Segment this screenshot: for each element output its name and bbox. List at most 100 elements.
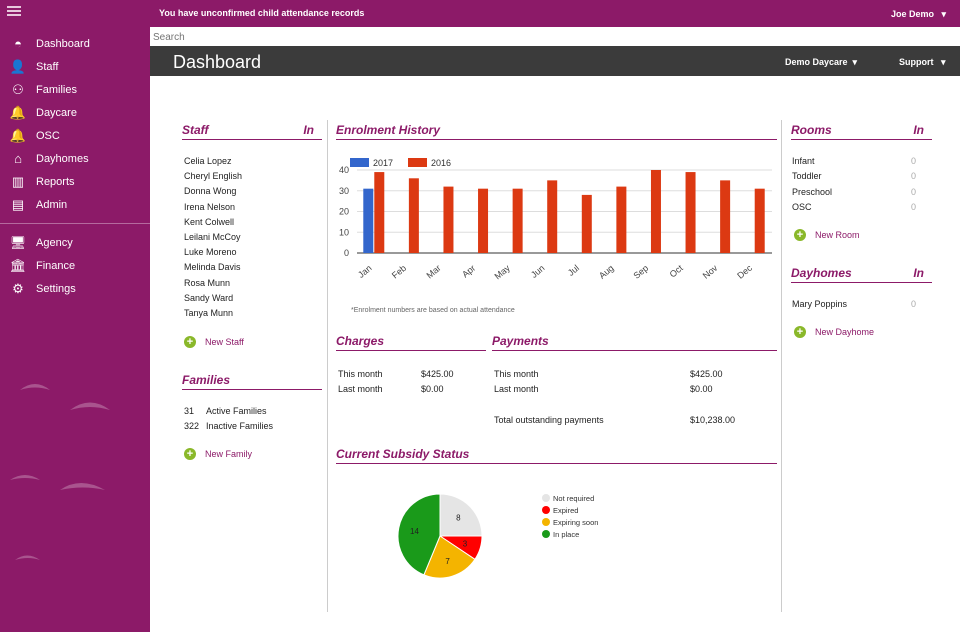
- bar-2017-Jan: [363, 188, 374, 253]
- bar-2016-Mar: [443, 186, 454, 253]
- sidebar-item-daycare[interactable]: 🔔 Daycare: [0, 101, 150, 124]
- x-tick-label: Jan: [356, 263, 374, 280]
- bar-2016-Feb: [408, 178, 419, 253]
- active-families-link[interactable]: Active Families: [206, 406, 267, 416]
- new-staff-button[interactable]: + New Staff: [184, 336, 244, 348]
- payments-heading: Payments: [492, 334, 777, 351]
- new-family-button[interactable]: + New Family: [184, 448, 252, 460]
- legend-label: Expiring soon: [553, 518, 598, 527]
- inactive-families-link[interactable]: Inactive Families: [206, 421, 274, 431]
- user-name: Joe Demo: [890, 9, 934, 19]
- gauge-icon: ◓: [14, 36, 22, 51]
- sidebar: ◓ Dashboard 👤 Staff ⚇ Families 🔔 Daycare 🔔 OSC ⌂ Da…: [0, 0, 150, 632]
- bar-2016-Dec: [754, 188, 765, 253]
- staff-member-link[interactable]: Celia Lopez: [184, 156, 232, 166]
- charges-this-month-label: This month: [338, 369, 383, 379]
- x-tick-label: Dec: [735, 263, 754, 281]
- y-tick-label: 30: [339, 186, 349, 196]
- room-link[interactable]: Toddler: [792, 171, 822, 182]
- y-tick-label: 40: [339, 165, 349, 175]
- support-dropdown[interactable]: Support ▾: [899, 57, 946, 67]
- sidebar-item-admin[interactable]: ▤ Admin: [0, 193, 150, 216]
- person-icon: 👤: [9, 58, 27, 74]
- legend-swatch: [542, 518, 550, 526]
- staff-member-link[interactable]: Kent Colwell: [184, 216, 235, 227]
- pie-value-label: 8: [456, 514, 461, 523]
- sidebar-item-agency[interactable]: 🖥 Agency: [0, 231, 150, 254]
- search-input[interactable]: [150, 28, 960, 46]
- admin-icon: ▤: [11, 196, 25, 212]
- sidebar-item-families[interactable]: ⚇ Families: [0, 78, 150, 101]
- staff-heading: Staff In: [182, 123, 322, 140]
- families-title: Families: [182, 373, 231, 387]
- legend-label: Expired: [553, 506, 578, 515]
- dayhomes-heading: Dayhomes In: [791, 266, 932, 283]
- enrolment-title: Enrolment History: [336, 123, 441, 137]
- staff-member-link[interactable]: Sandy Ward: [184, 292, 234, 303]
- charges-title: Charges: [336, 334, 385, 348]
- sidebar-item-osc[interactable]: 🔔 OSC: [0, 124, 150, 147]
- birds-background-icon: [10, 384, 110, 560]
- x-tick-label: Apr: [460, 263, 477, 280]
- column-divider: [781, 120, 782, 612]
- staff-member-link[interactable]: Donna Wong: [184, 186, 237, 197]
- column-divider: [327, 120, 328, 612]
- unconfirmed-attendance-alert[interactable]: You have unconfirmed child attendance re…: [159, 8, 365, 18]
- pie-value-label: 14: [410, 527, 419, 536]
- org-dropdown[interactable]: Demo Daycare ▾: [785, 57, 858, 67]
- sidebar-item-reports[interactable]: ▥ Reports: [0, 170, 150, 193]
- staff-member-link[interactable]: Leilani McCoy: [184, 232, 241, 242]
- dayhome-count: 0: [911, 299, 917, 309]
- sidebar-item-label: Settings: [36, 282, 76, 295]
- legend-swatch: [542, 506, 550, 514]
- legend-swatch: [350, 158, 369, 167]
- sidebar-item-settings[interactable]: ⚙ Settings: [0, 277, 150, 300]
- sidebar-item-label: Agency: [36, 236, 73, 249]
- rooms-in-label: In: [913, 123, 924, 137]
- new-dayhome-label: New Dayhome: [815, 327, 875, 337]
- subsidy-pie-chart: 8 Not required 3 Expired 7 Expiring soon 14 In …: [397, 493, 598, 579]
- monitor-icon: 🖥: [9, 234, 27, 250]
- rooms-title: Rooms: [791, 123, 832, 137]
- sidebar-item-finance[interactable]: 🏛 Finance: [0, 254, 150, 277]
- menu-icon[interactable]: [7, 6, 21, 16]
- room-link[interactable]: OSC: [792, 201, 812, 212]
- room-link[interactable]: Infant: [792, 156, 815, 166]
- sidebar-divider: [0, 223, 150, 224]
- sidebar-item-dayhomes[interactable]: ⌂ Dayhomes: [0, 147, 150, 170]
- staff-member-link[interactable]: Tanya Munn: [184, 308, 234, 318]
- x-tick-label: Feb: [390, 263, 408, 281]
- dayhome-link[interactable]: Mary Poppins: [792, 299, 848, 309]
- pie-slice-expiring-soon: [423, 535, 476, 579]
- new-room-label: New Room: [815, 230, 860, 240]
- staff-in-label: In: [303, 123, 314, 137]
- staff-member-link[interactable]: Irena Nelson: [184, 201, 236, 212]
- bar-2016-May: [512, 188, 523, 253]
- legend-label: 2017: [373, 158, 393, 168]
- top-bar: You have unconfirmed child attendance re…: [150, 0, 960, 27]
- staff-member-link[interactable]: Rosa Munn: [184, 277, 231, 288]
- sidebar-item-label: Reports: [36, 175, 75, 188]
- sidebar-item-dashboard[interactable]: ◓ Dashboard: [0, 32, 150, 55]
- x-tick-label: Aug: [597, 263, 616, 281]
- new-room-button[interactable]: + New Room: [794, 229, 860, 241]
- new-family-label: New Family: [205, 449, 253, 459]
- x-tick-label: Mar: [424, 263, 442, 281]
- staff-member-link[interactable]: Luke Moreno: [184, 247, 237, 258]
- staff-member-link[interactable]: Cheryl English: [184, 171, 243, 182]
- y-tick-label: 10: [339, 227, 349, 237]
- sidebar-item-label: Families: [36, 83, 77, 96]
- new-dayhome-button[interactable]: + New Dayhome: [794, 326, 874, 338]
- room-link[interactable]: Preschool: [792, 186, 833, 197]
- active-families-count: 31: [184, 406, 195, 416]
- house-icon: ⌂: [14, 151, 22, 166]
- payments-last-month-value: $0.00: [690, 384, 713, 394]
- sidebar-item-staff[interactable]: 👤 Staff: [0, 55, 150, 78]
- sidebar-item-label: Dashboard: [36, 37, 90, 50]
- bar-2016-Oct: [685, 172, 696, 253]
- gear-icon: ⚙: [12, 280, 24, 296]
- bar-2016-Aug: [616, 186, 627, 253]
- user-menu[interactable]: Joe Demo ▾: [890, 9, 946, 19]
- staff-member-link[interactable]: Melinda Davis: [184, 262, 241, 273]
- charges-last-month-label: Last month: [338, 384, 383, 394]
